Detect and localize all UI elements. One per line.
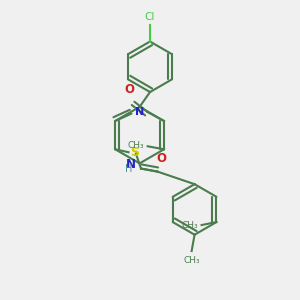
- Text: CH₃: CH₃: [182, 221, 198, 230]
- Text: Cl: Cl: [145, 12, 155, 22]
- Text: H: H: [124, 164, 132, 174]
- Text: N: N: [135, 107, 145, 117]
- Text: O: O: [124, 83, 134, 96]
- Text: N: N: [126, 158, 136, 171]
- Text: S: S: [130, 146, 139, 159]
- Text: CH₃: CH₃: [127, 141, 144, 150]
- Text: O: O: [157, 152, 167, 165]
- Text: CH₃: CH₃: [183, 256, 200, 265]
